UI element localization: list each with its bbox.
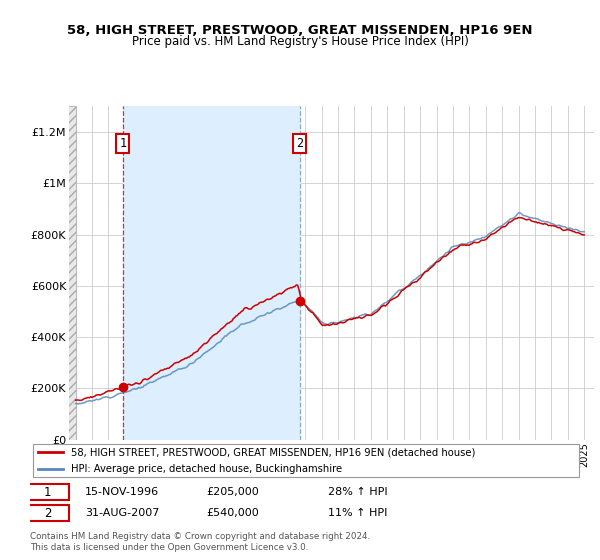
Text: 28% ↑ HPI: 28% ↑ HPI [328,487,388,497]
Text: HPI: Average price, detached house, Buckinghamshire: HPI: Average price, detached house, Buck… [71,464,343,474]
Text: £205,000: £205,000 [206,487,259,497]
Bar [67,106,76,440]
FancyBboxPatch shape [33,444,579,477]
Bar [123,106,300,440]
Text: 2: 2 [44,507,52,520]
Text: 2: 2 [296,137,304,150]
Text: 1: 1 [119,137,127,150]
FancyBboxPatch shape [27,484,68,500]
FancyBboxPatch shape [27,505,68,521]
Bar [67,106,76,440]
Text: Price paid vs. HM Land Registry's House Price Index (HPI): Price paid vs. HM Land Registry's House … [131,35,469,49]
Text: 31-AUG-2007: 31-AUG-2007 [85,508,160,518]
Text: Contains HM Land Registry data © Crown copyright and database right 2024.
This d: Contains HM Land Registry data © Crown c… [30,533,370,552]
Text: 15-NOV-1996: 15-NOV-1996 [85,487,160,497]
Text: 58, HIGH STREET, PRESTWOOD, GREAT MISSENDEN, HP16 9EN: 58, HIGH STREET, PRESTWOOD, GREAT MISSEN… [67,24,533,38]
Text: 58, HIGH STREET, PRESTWOOD, GREAT MISSENDEN, HP16 9EN (detached house): 58, HIGH STREET, PRESTWOOD, GREAT MISSEN… [71,447,476,457]
Text: 1: 1 [44,486,52,498]
Text: 11% ↑ HPI: 11% ↑ HPI [328,508,388,518]
Text: £540,000: £540,000 [206,508,259,518]
